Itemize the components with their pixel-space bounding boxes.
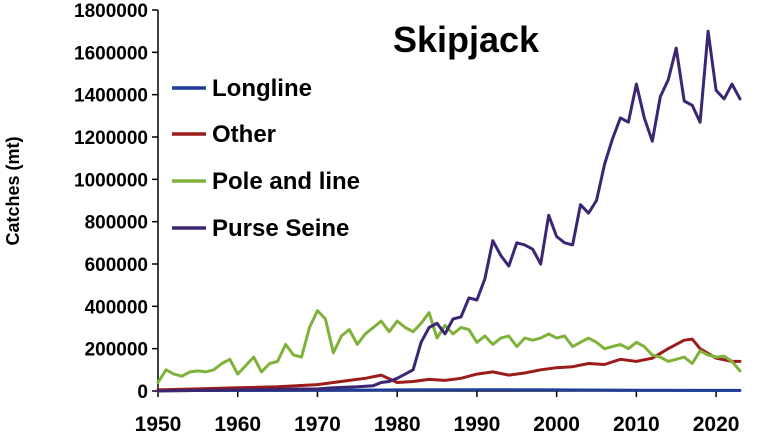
y-tick-label: 1000000	[74, 170, 148, 191]
x-tick-label: 1980	[374, 413, 421, 436]
chart-title: Skipjack	[393, 19, 540, 60]
y-tick-label: 1800000	[74, 1, 148, 22]
legend-label-pole-and-line: Pole and line	[212, 168, 360, 195]
x-tick-label: 1990	[454, 413, 501, 436]
series-line-other	[156, 337, 742, 392]
legend: Longline Other Pole and line Purse Seine	[172, 75, 360, 242]
series-line-purse-seine	[156, 29, 742, 393]
y-tick-label: 1600000	[74, 43, 148, 64]
x-tick-label: 2020	[693, 413, 740, 436]
legend-label-longline: Longline	[212, 75, 312, 102]
x-tick-label: 1950	[135, 413, 182, 436]
x-tick-label: 2010	[613, 413, 660, 436]
series-lines	[156, 29, 742, 393]
legend-label-purse-seine: Purse Seine	[212, 215, 349, 242]
legend-label-other: Other	[212, 121, 276, 148]
y-tick-label: 600000	[85, 255, 148, 276]
x-tick-label: 1970	[294, 413, 341, 436]
x-tick-label: 1960	[214, 413, 261, 436]
x-tick-label: 2000	[533, 413, 580, 436]
axes: 0 200000 400000 600000 800000 1000000 1200000 1…	[74, 1, 740, 436]
y-tick-label: 800000	[85, 213, 148, 234]
y-axis-label: Catches (mt)	[3, 136, 23, 245]
y-tick-label: 0	[137, 382, 148, 403]
y-tick-label: 400000	[85, 297, 148, 318]
y-tick-label: 200000	[85, 340, 148, 361]
y-tick-label: 1200000	[74, 128, 148, 149]
y-tick-label: 1400000	[74, 86, 148, 107]
series-line-pole-and-line	[156, 309, 742, 384]
